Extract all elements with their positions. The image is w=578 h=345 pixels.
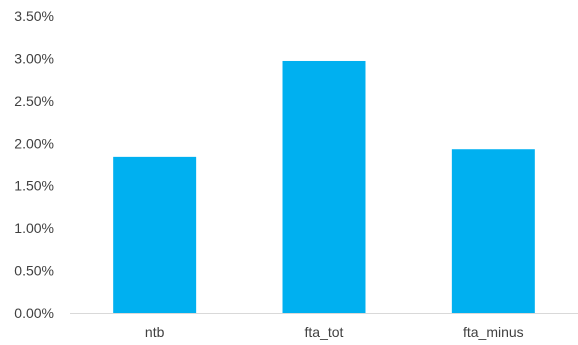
x-tick-label: fta_minus [463, 324, 524, 340]
bar-ntb [113, 156, 197, 313]
y-tick-label: 0.50% [14, 263, 54, 279]
y-tick-label: 3.50% [14, 8, 54, 24]
y-axis: 0.00% 0.50% 1.00% 1.50% 2.00% 2.50% 3.00% 3.50% [14, 8, 54, 321]
y-tick-label: 2.50% [14, 93, 54, 109]
bars [113, 60, 535, 313]
x-tick-label: fta_tot [305, 324, 344, 340]
x-axis: ntb fta_tot fta_minus [145, 324, 524, 340]
bar-fta-minus [451, 149, 535, 313]
y-tick-label: 1.50% [14, 178, 54, 194]
y-tick-label: 1.00% [14, 220, 54, 236]
bar-fta-tot [282, 60, 366, 313]
y-tick-label: 3.00% [14, 50, 54, 66]
y-tick-label: 2.00% [14, 135, 54, 151]
y-tick-label: 0.00% [14, 305, 54, 321]
x-tick-label: ntb [145, 324, 165, 340]
